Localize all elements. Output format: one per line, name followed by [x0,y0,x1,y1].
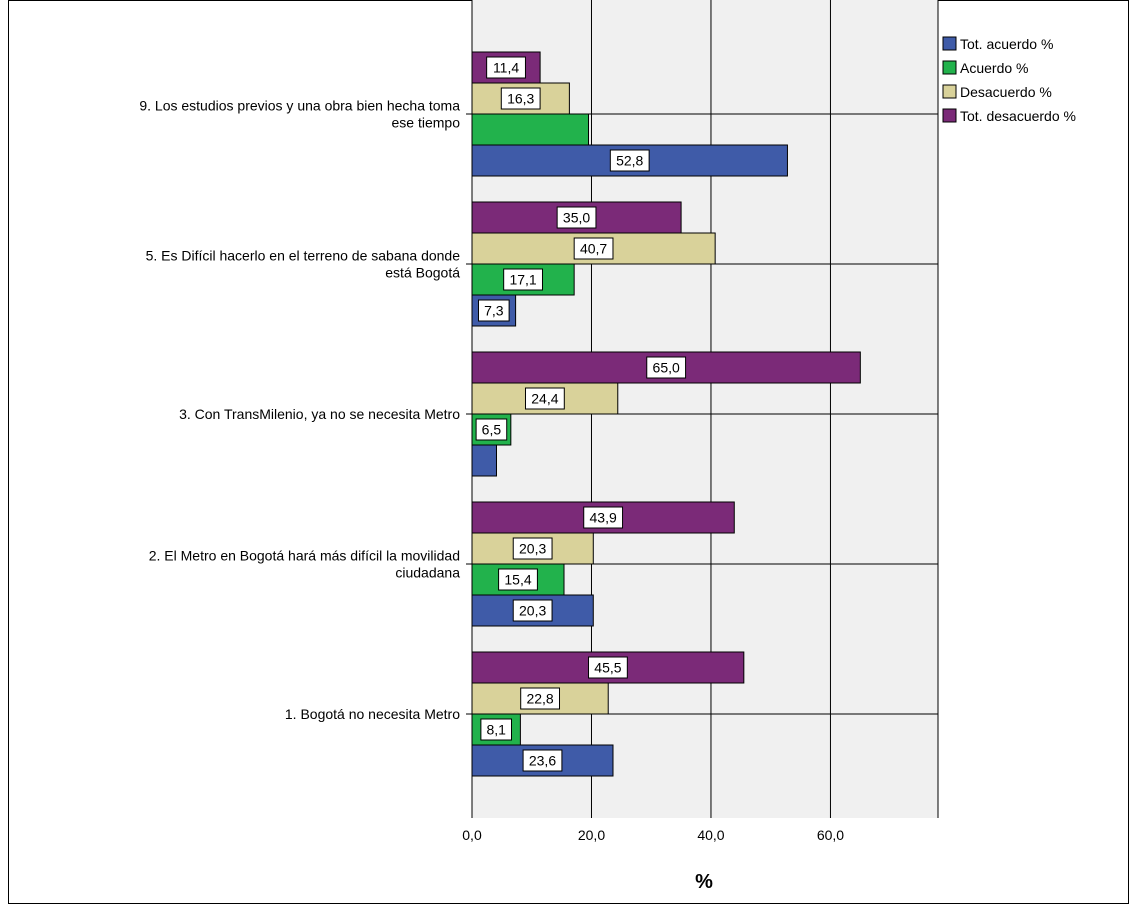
value-label-box [520,687,561,710]
value-label-box [609,149,650,172]
value-label: 17,1 [509,272,536,288]
value-label: 6,5 [482,422,502,438]
value-label-box [556,206,597,229]
category-label: 1. Bogotá no necesita Metro [285,706,460,722]
legend-swatch [942,84,957,99]
value-label: 20,3 [519,603,546,619]
value-label-box [478,299,510,322]
value-label-box [524,387,565,410]
value-label-box [503,268,543,291]
x-tick-labels: 0,0 20,0 40,0 60,0 [462,827,844,843]
value-label-box [583,506,624,529]
legend-label: Tot. acuerdo % [960,36,1053,52]
value-label: 52,8 [616,153,643,169]
value-label-box [512,599,553,622]
category-label: 2. El Metro en Bogotá hará más difícil l… [149,548,460,581]
legend-swatch [942,60,957,75]
value-label: 35,0 [563,210,590,226]
value-label-box [486,56,526,79]
value-label: 45,5 [594,660,621,676]
x-axis-title: % [695,871,713,893]
value-label: 65,0 [653,360,680,376]
value-label-box [475,418,508,441]
value-label: 40,7 [580,241,607,257]
category-label: 9. Los estudios previos y una obra bien … [139,98,460,131]
legend-label: Tot. desacuerdo % [960,108,1076,124]
legend: Tot. acuerdo % Acuerdo % Desacuerdo % Tot. … [942,36,1076,124]
legend-label: Acuerdo % [960,60,1028,76]
value-label: 24,4 [531,391,558,407]
legend-swatch [942,108,957,123]
value-label: 43,9 [590,510,617,526]
bar [471,444,497,477]
value-label: 23,6 [529,753,556,769]
legend-swatch [942,36,957,51]
value-label: 20,3 [519,541,546,557]
bar [471,113,589,146]
value-label-box [498,568,538,591]
category-labels: 9. Los estudios previos y una obra bien … [139,98,460,723]
x-tick-label: 40,0 [697,827,724,843]
value-label: 8,1 [486,722,506,738]
value-label: 11,4 [493,60,519,76]
value-label: 22,8 [526,691,553,707]
legend-label: Desacuerdo % [960,84,1052,100]
value-label-box [480,718,512,741]
value-label: 16,3 [507,91,534,107]
value-label: 15,4 [504,572,531,588]
value-label-box [500,87,541,110]
x-tick-label: 0,0 [462,827,482,843]
category-label: 5. Es Difícil hacerlo en el terreno de s… [146,248,461,281]
value-label: 7,3 [484,303,504,319]
value-labels: 52,8 16,3 11,4 7,3 17,1 40,7 35,0 6,5 24,4 65,0 20… [475,56,687,772]
value-label-box [588,656,628,679]
value-label-box [522,749,563,772]
value-label-box [646,356,687,379]
value-label-box [573,237,614,260]
x-tick-label: 60,0 [817,827,844,843]
category-label: 3. Con TransMilenio, ya no se necesita M… [179,406,460,422]
x-tick-label: 20,0 [578,827,605,843]
value-label-box [512,537,553,560]
